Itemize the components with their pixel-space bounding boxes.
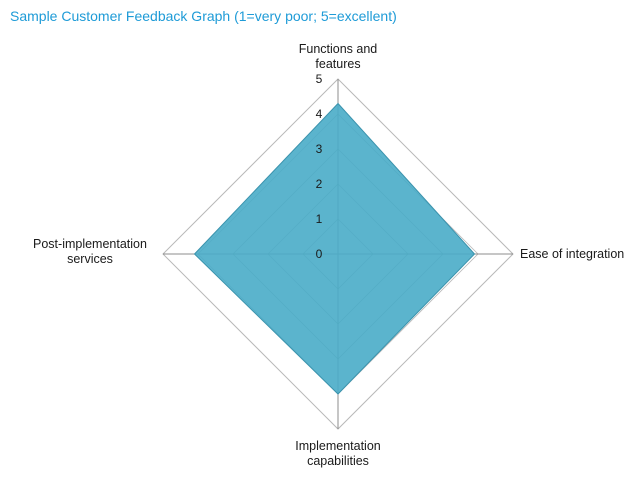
tick-label: 0 — [316, 247, 323, 261]
axis-label: Ease of integration — [520, 247, 624, 261]
tick-label: 1 — [316, 212, 323, 226]
tick-label: 2 — [316, 177, 323, 191]
axis-label: Post-implementation — [33, 237, 147, 251]
axis-label: Functions and — [299, 42, 378, 56]
data-polygon — [193, 102, 476, 395]
axis-label: capabilities — [307, 454, 369, 468]
axis-label: features — [315, 57, 360, 71]
axis-label: services — [67, 252, 113, 266]
chart-title: Sample Customer Feedback Graph (1=very p… — [10, 8, 397, 24]
tick-label: 3 — [316, 142, 323, 156]
tick-label: 4 — [316, 107, 323, 121]
tick-label: 5 — [316, 72, 323, 86]
axis-label: Implementation — [295, 439, 381, 453]
